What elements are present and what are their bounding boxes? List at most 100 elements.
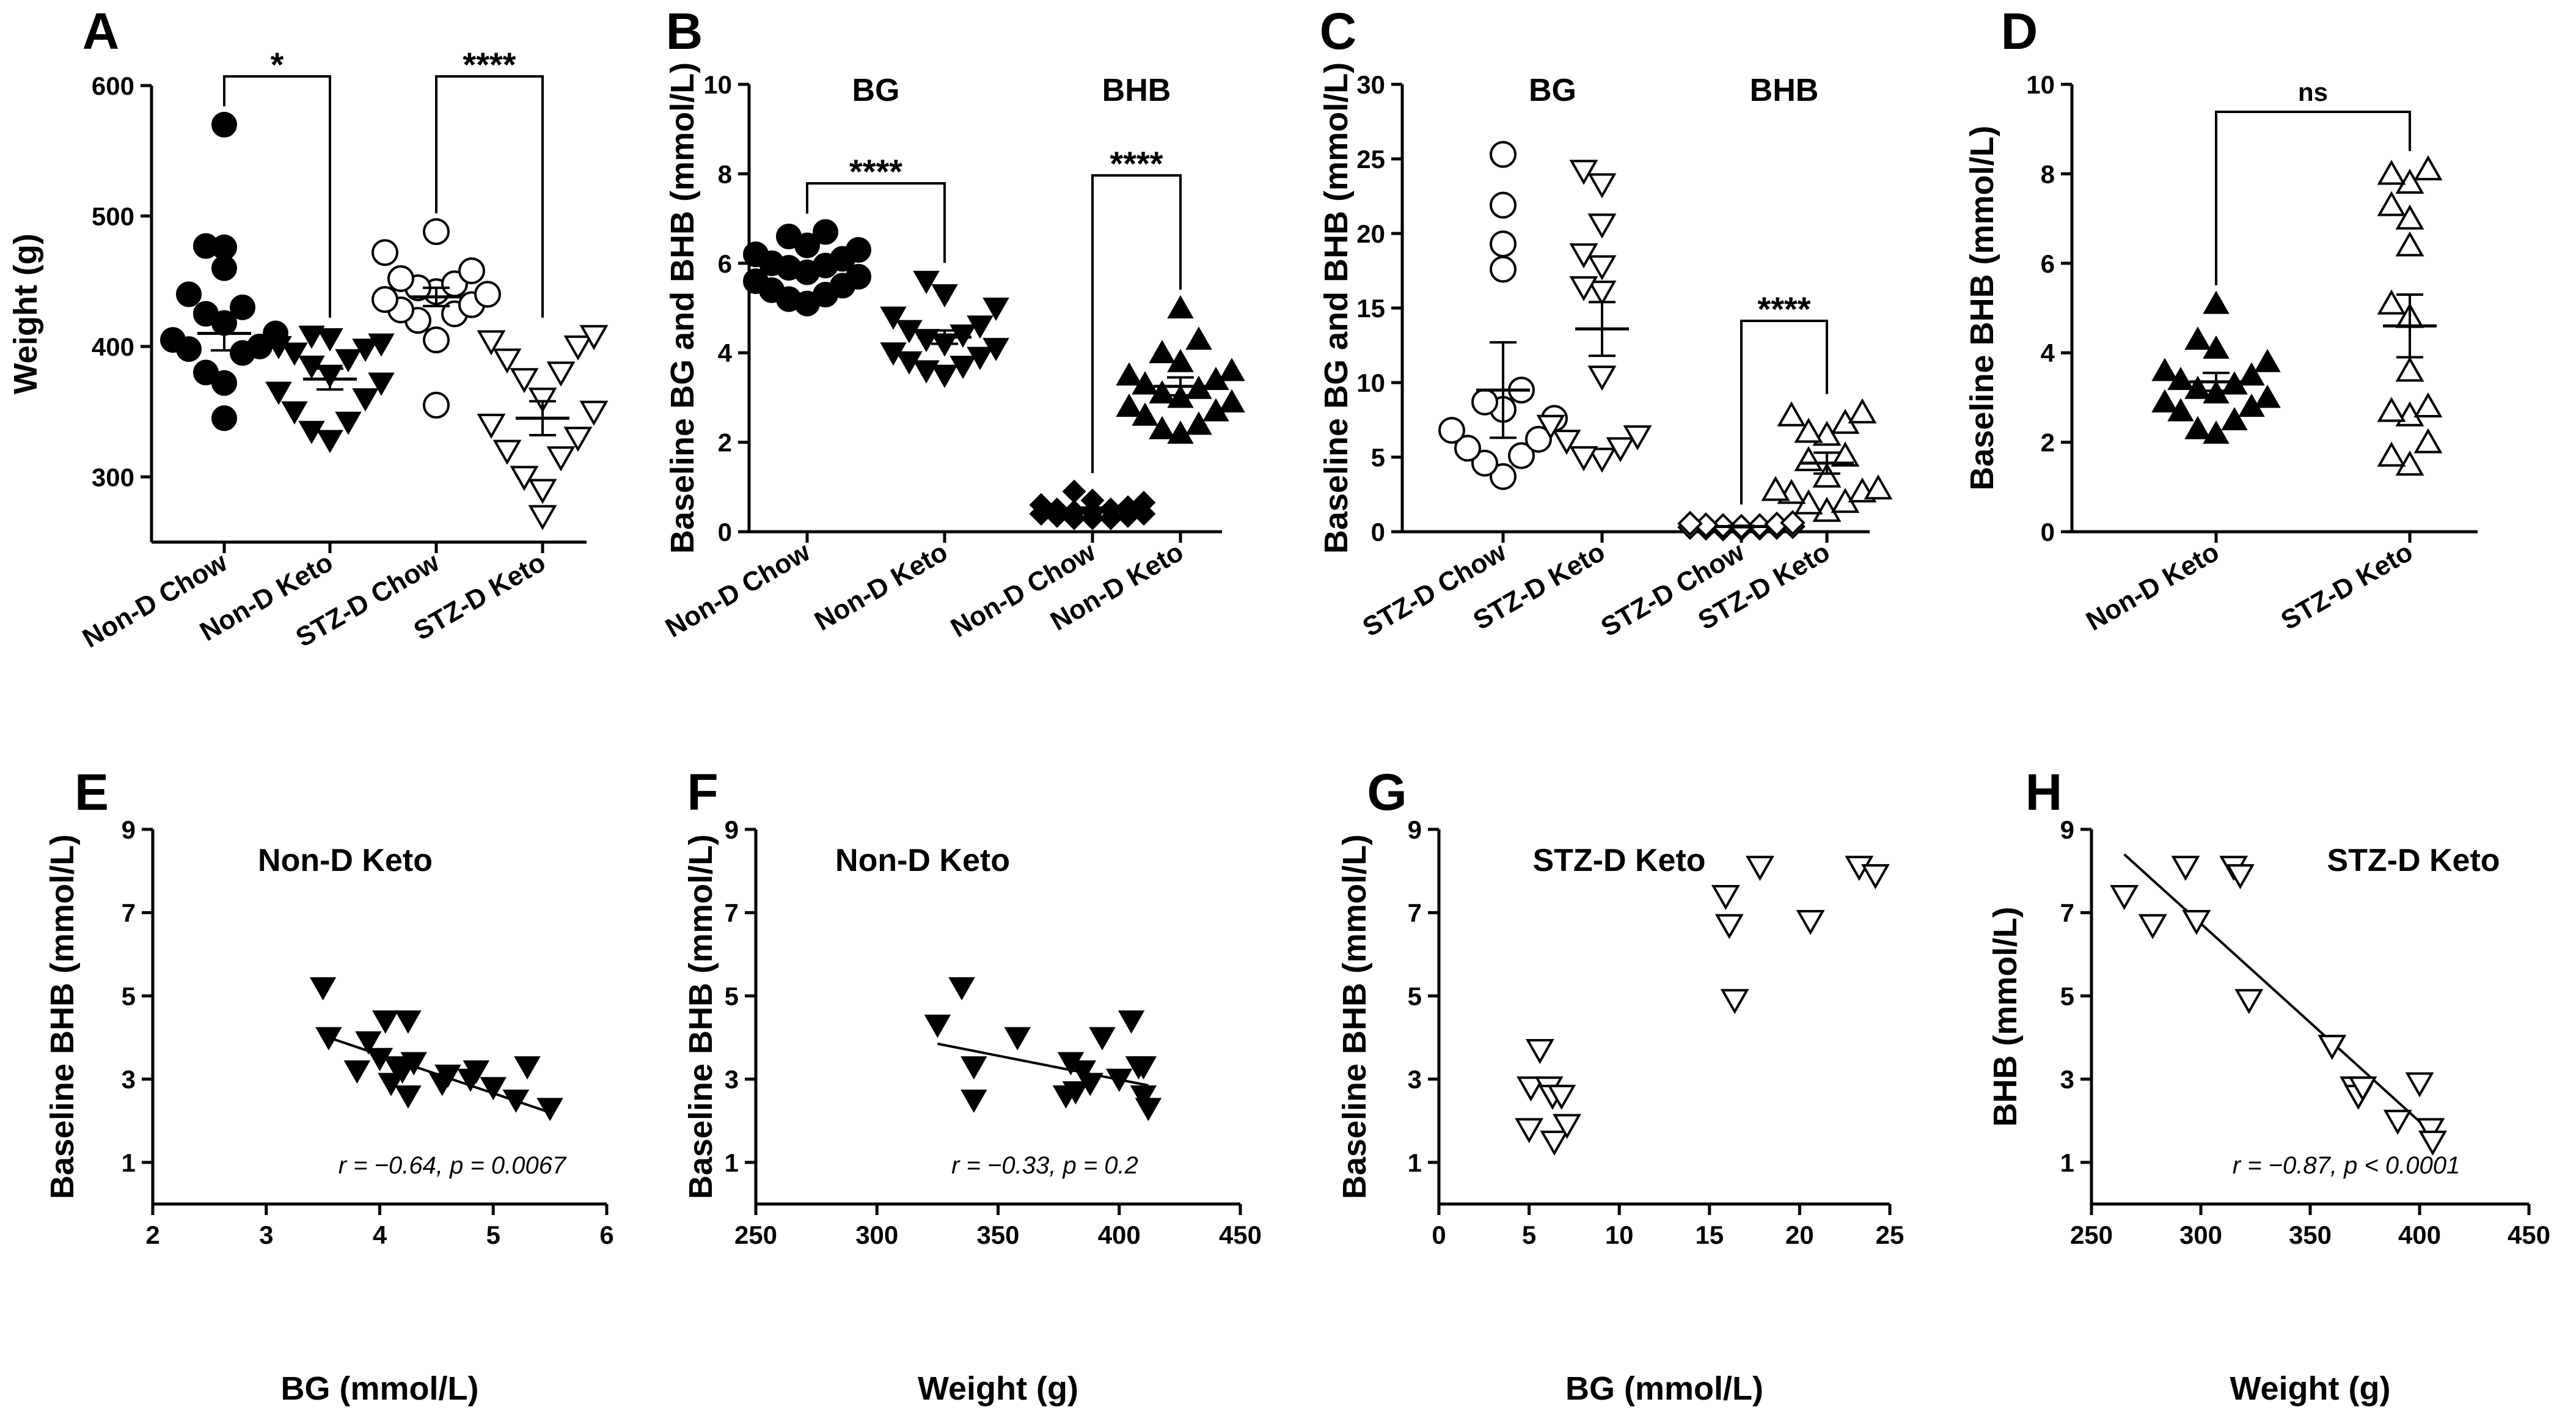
data-point [514,1056,541,1080]
data-point [1167,348,1194,372]
y-tick-label: 1 [2060,1148,2074,1177]
data-point [2395,231,2424,257]
panel-g: G STZ-D Keto 1 3 5 7 9 0 5 10 15 20 25 Baseline BHB (… [1336,763,1904,1407]
data-point [193,301,219,327]
data-point [298,355,325,379]
chart-title: STZ-D Keto [1532,843,1705,878]
panel-label: H [2025,763,2063,821]
data-point [492,439,522,465]
data-point [1777,401,1806,427]
data-point [480,1077,507,1101]
data-point [1062,479,1086,504]
data-point [176,281,202,307]
data-point [982,337,1009,361]
data-point [458,257,485,285]
data-point [309,977,337,1001]
x-tick-label: 0 [1432,1221,1446,1249]
data-point [1490,191,1517,219]
data-point [1569,276,1598,301]
data-point [1587,281,1617,306]
y-tick-label: 300 [92,463,134,491]
y-tick-label: 25 [1356,145,1385,174]
x-tick-label: 350 [976,1221,1019,1249]
x-tick-label: 10 [1605,1221,1634,1249]
y-tick-label: 9 [122,815,136,844]
x-axis-label: BG (mmol/L) [1565,1370,1763,1407]
y-tick-label: 30 [1356,70,1385,99]
data-point [1490,141,1517,168]
significance-label: **** [849,152,902,191]
data-point [492,348,522,374]
data-point [1116,394,1143,417]
data-point [528,505,557,531]
data-point [2110,884,2139,911]
data-point [563,335,593,361]
y-axis-label: Baseline BG and BHB (mmol/L) [1318,62,1355,554]
y-axis-label: Baseline BHB (mmol/L) [1964,125,2000,490]
data-point [967,347,993,370]
panel-label: F [687,763,718,821]
data-point [1149,416,1176,439]
data-point [1848,398,1877,424]
y-tick-label: 10 [2026,70,2055,99]
y-tick-label: 5 [1408,982,1422,1010]
data-point [1185,326,1212,350]
data-point [352,388,379,412]
data-point [298,325,325,349]
data-point [896,351,923,375]
x-axis-label: BG (mmol/L) [281,1370,479,1407]
x-axis-label: Weight (g) [918,1370,1078,1407]
data-point [1864,474,1893,500]
y-tick-label: 0 [2041,518,2055,546]
x-tick-label: 5 [486,1221,500,1249]
data-point [1130,1056,1157,1080]
data-point [1089,1027,1116,1051]
data-point [160,327,186,353]
x-tick-label: 6 [599,1221,613,1249]
significance-label: * [271,45,284,84]
panel-f: F Non-D Keto 1 3 5 7 9 250 300 350 400 450 Baseline … [682,763,1262,1407]
data-point [193,233,219,259]
x-tick-label: 250 [2070,1221,2113,1249]
data-point [1185,411,1212,435]
data-point [2221,406,2248,430]
x-tick-label: 450 [2508,1221,2550,1249]
data-point [1761,476,1790,501]
y-tick-label: 8 [718,160,732,188]
panel-label: B [666,2,703,60]
data-point [2203,335,2230,359]
data-point [1508,442,1535,469]
data-point [1587,255,1617,281]
data-point [1569,243,1598,269]
y-tick-label: 6 [718,249,732,278]
data-point [913,329,940,353]
data-point [395,1010,422,1034]
y-tick-label: 600 [92,72,134,100]
data-point [423,391,450,419]
data-point [352,339,379,362]
data-point [1547,1084,1576,1110]
significance-bracket [1740,320,1828,505]
data-point [477,413,506,439]
data-point [335,349,362,373]
y-tick-label: 0 [1371,518,1385,546]
data-point [961,1056,987,1080]
data-point [1623,425,1652,450]
y-tick-label: 5 [2060,982,2074,1010]
y-tick-label: 10 [1356,369,1385,397]
data-point [1812,462,1842,488]
data-point [2416,1118,2445,1144]
data-point [1490,230,1517,258]
group-title: BG [852,73,900,108]
data-point [2254,348,2281,372]
data-point [434,1064,461,1088]
data-point [230,294,255,320]
data-point [265,336,292,359]
data-point [2171,856,2200,881]
data-point [1540,1130,1569,1156]
data-point [2383,1109,2412,1135]
data-point [2151,389,2178,413]
data-point [2377,289,2406,315]
